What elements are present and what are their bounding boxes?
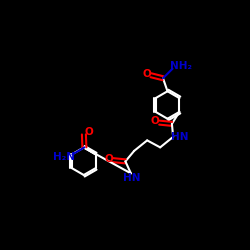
Text: O: O	[104, 154, 113, 164]
Text: O: O	[150, 116, 159, 126]
Text: O: O	[84, 127, 93, 137]
Text: H₂N: H₂N	[53, 152, 75, 162]
Text: O: O	[143, 69, 152, 79]
Text: HN: HN	[123, 173, 140, 183]
Text: HN: HN	[172, 132, 189, 142]
Text: NH₂: NH₂	[170, 61, 192, 71]
